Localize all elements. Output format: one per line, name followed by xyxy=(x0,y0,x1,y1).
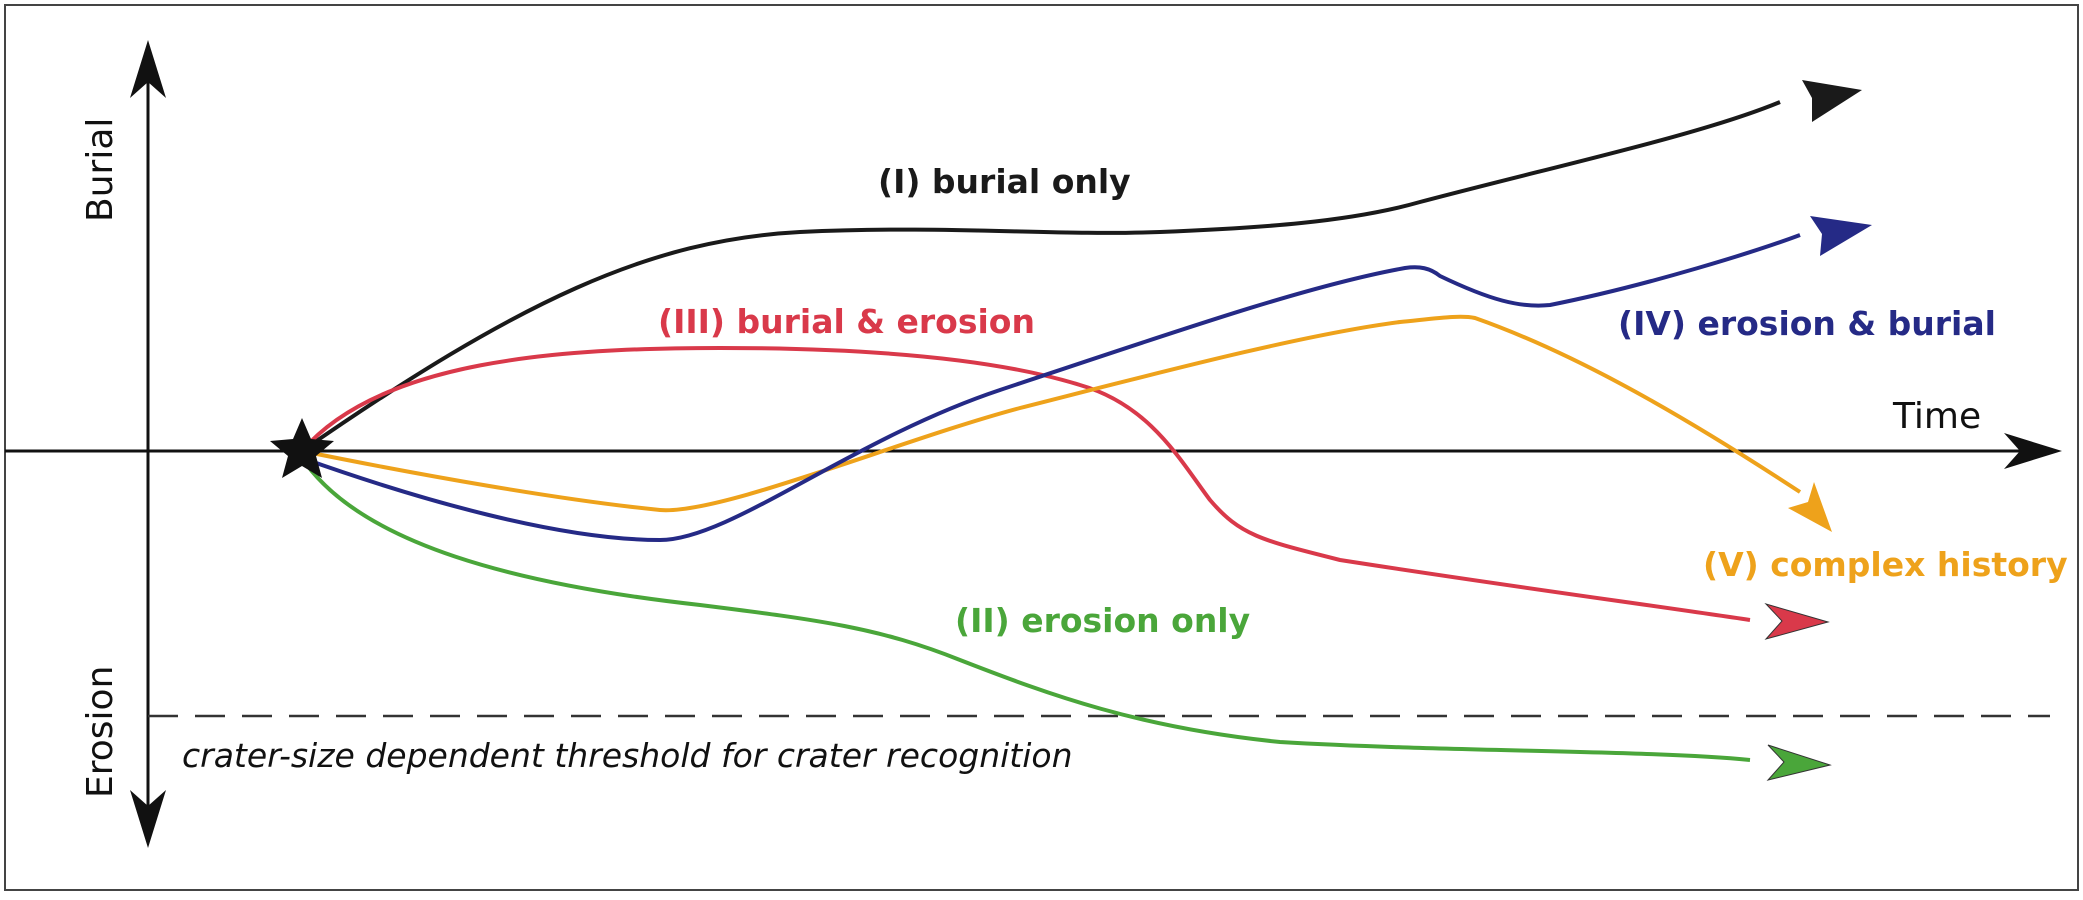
arrow-icon xyxy=(1764,603,1830,640)
time-axis xyxy=(5,433,2062,469)
frame xyxy=(4,4,2079,891)
label-burial-erosion: (III) burial & erosion xyxy=(658,302,1035,341)
arrow-up-icon xyxy=(130,40,166,98)
path-erosion-only xyxy=(300,456,1832,781)
label-erosion-burial: (IV) erosion & burial xyxy=(1618,304,1996,343)
path-burial-only xyxy=(300,80,1862,453)
arrow-right-icon xyxy=(2004,433,2062,469)
path-burial-erosion xyxy=(300,345,1830,640)
label-erosion-only: (II) erosion only xyxy=(955,601,1250,640)
path-complex-history xyxy=(301,314,1832,532)
time-label: Time xyxy=(1892,396,1981,437)
arrow-icon xyxy=(1788,482,1832,532)
label-complex-history: (V) complex history xyxy=(1703,545,2068,584)
star-icon xyxy=(270,418,334,478)
threshold-label: crater-size dependent threshold for crat… xyxy=(182,736,1073,775)
arrow-icon xyxy=(1810,216,1872,256)
vertical-axis xyxy=(130,40,166,848)
path-erosion-burial xyxy=(301,216,1872,543)
erosion-label: Erosion xyxy=(80,666,121,798)
burial-label: Burial xyxy=(80,118,121,222)
arrow-icon xyxy=(1802,80,1862,122)
label-burial-only: (I) burial only xyxy=(878,162,1131,201)
arrow-icon xyxy=(1766,744,1832,781)
arrow-down-icon xyxy=(130,790,166,848)
